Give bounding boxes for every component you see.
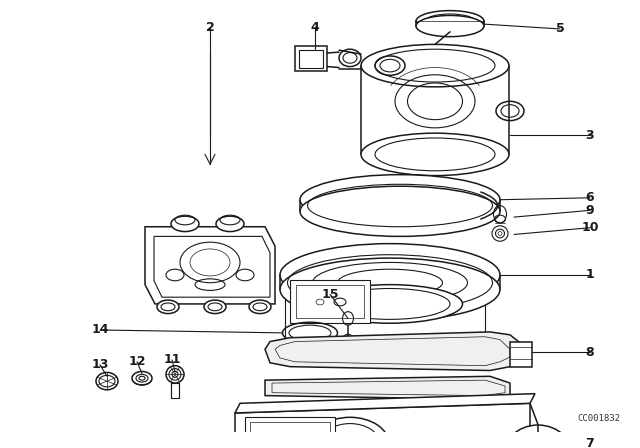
- Ellipse shape: [311, 417, 389, 448]
- Text: 11: 11: [163, 353, 180, 366]
- Ellipse shape: [300, 175, 500, 225]
- Ellipse shape: [157, 300, 179, 314]
- Text: 5: 5: [556, 22, 564, 35]
- Ellipse shape: [280, 258, 500, 321]
- Ellipse shape: [361, 44, 509, 87]
- Text: 15: 15: [321, 288, 339, 301]
- Bar: [290, 280, 370, 323]
- Text: 8: 8: [586, 346, 595, 359]
- Ellipse shape: [280, 244, 500, 306]
- Text: 9: 9: [586, 204, 595, 217]
- Ellipse shape: [361, 133, 509, 176]
- Text: 7: 7: [586, 437, 595, 448]
- Text: 14: 14: [92, 323, 109, 336]
- Bar: [510, 341, 532, 366]
- Ellipse shape: [500, 425, 575, 448]
- Polygon shape: [265, 376, 510, 400]
- Polygon shape: [235, 403, 530, 448]
- Ellipse shape: [204, 300, 226, 314]
- Text: 12: 12: [128, 355, 146, 368]
- Bar: [295, 46, 327, 71]
- Polygon shape: [265, 332, 522, 370]
- Text: 13: 13: [92, 358, 109, 371]
- Ellipse shape: [416, 11, 484, 32]
- Text: 2: 2: [205, 21, 214, 34]
- Bar: [296, 284, 364, 319]
- Text: CC001832: CC001832: [577, 414, 620, 422]
- Bar: [285, 270, 485, 338]
- Text: 4: 4: [310, 21, 319, 34]
- Bar: [299, 50, 323, 68]
- Polygon shape: [145, 227, 275, 304]
- Ellipse shape: [317, 284, 463, 323]
- Ellipse shape: [249, 300, 271, 314]
- Ellipse shape: [416, 15, 484, 37]
- Ellipse shape: [171, 216, 199, 232]
- Text: 6: 6: [586, 191, 595, 204]
- Polygon shape: [235, 394, 535, 413]
- Bar: [250, 422, 330, 448]
- Ellipse shape: [300, 186, 500, 237]
- Text: 3: 3: [586, 129, 595, 142]
- Ellipse shape: [216, 216, 244, 232]
- Text: 1: 1: [586, 268, 595, 281]
- Text: 10: 10: [581, 221, 599, 234]
- Bar: [245, 417, 335, 448]
- Bar: [171, 383, 179, 398]
